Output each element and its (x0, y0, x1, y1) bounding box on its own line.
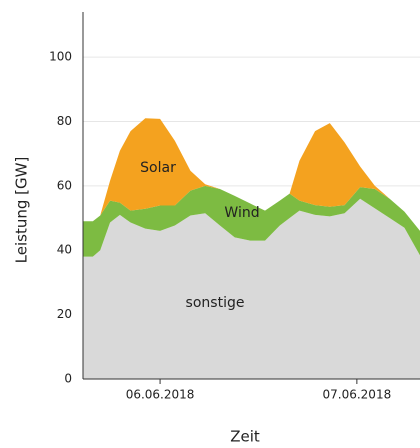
series-label: Solar (140, 160, 176, 176)
series-label: sonstige (186, 295, 245, 311)
area (83, 118, 420, 231)
area (83, 185, 420, 257)
x-tick-label: 06.06.2018 (126, 388, 195, 402)
series-label: Wind (224, 205, 259, 221)
y-tick-label: 60 (57, 178, 72, 192)
y-tick-label: 100 (49, 50, 72, 64)
y-axis-title: Leistung [GW] (13, 157, 31, 264)
area (83, 198, 420, 379)
y-tick-label: 80 (57, 114, 72, 128)
y-tick-label: 0 (64, 372, 72, 386)
y-tick-label: 40 (57, 243, 72, 257)
y-tick-label: 20 (57, 307, 72, 321)
x-axis-title: Zeit (230, 428, 260, 446)
x-tick-label: 07.06.2018 (323, 388, 392, 402)
